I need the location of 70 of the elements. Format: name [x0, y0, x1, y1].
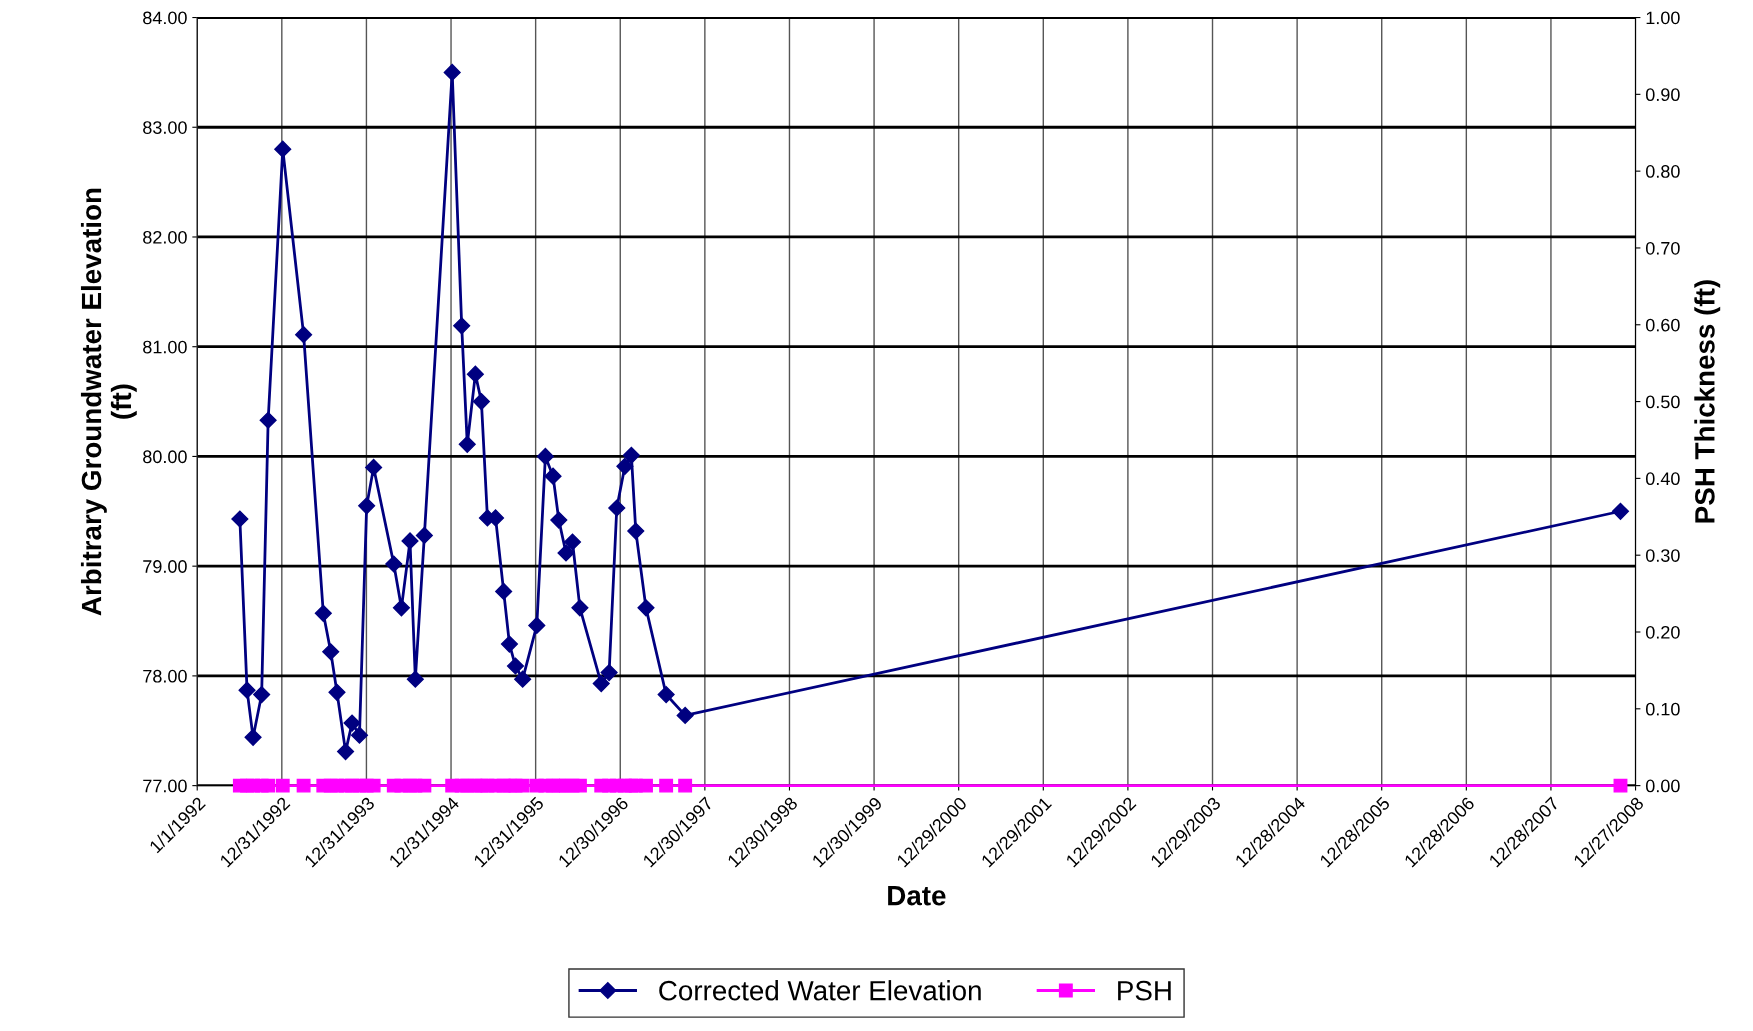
point	[600, 664, 618, 682]
point	[500, 635, 519, 653]
y2-tick-label: 0.10	[1645, 702, 1680, 716]
point	[550, 511, 568, 529]
y-tick-label: 84.00	[143, 11, 187, 25]
point	[337, 743, 355, 761]
y2-tick-label: 0.60	[1645, 318, 1680, 332]
point	[616, 457, 634, 475]
point	[295, 326, 313, 344]
y-tick-label: 82.00	[143, 230, 187, 244]
point	[453, 317, 471, 335]
legend-label: PSH	[1118, 980, 1171, 1001]
point	[608, 499, 626, 517]
y2-tick-label: 0.40	[1645, 472, 1680, 486]
y-tick-label: 81.00	[143, 340, 187, 354]
legend-label: Corrected Water Elevation	[659, 980, 981, 1001]
y2-tick-label: 0.30	[1645, 549, 1680, 562]
y2-tick-label: 0.70	[1645, 241, 1680, 255]
point	[495, 582, 513, 600]
point	[314, 604, 332, 622]
point	[472, 393, 490, 411]
point	[274, 140, 292, 158]
y2-tick-label: 0.00	[1645, 779, 1680, 793]
point	[557, 544, 575, 562]
point	[676, 706, 694, 724]
point	[231, 510, 249, 528]
point	[506, 657, 525, 675]
point	[458, 435, 476, 453]
y2-tick-label: 0.90	[1645, 88, 1680, 102]
y2-tick-label: 0.50	[1645, 395, 1680, 409]
point	[392, 599, 410, 617]
point	[365, 458, 383, 476]
point	[244, 728, 262, 746]
point	[401, 532, 419, 550]
point	[253, 685, 271, 704]
point	[328, 683, 346, 701]
y2-tick-label: 1.00	[1646, 11, 1680, 25]
point	[657, 685, 675, 704]
point	[536, 447, 554, 465]
y-axis-title: Arbitrary Groundwater Elevation (ft)	[80, 188, 137, 616]
point	[406, 670, 424, 688]
point	[1611, 502, 1630, 520]
point	[592, 675, 610, 693]
y2-tick-label: 0.80	[1645, 165, 1680, 178]
point	[358, 497, 376, 515]
point	[637, 599, 655, 617]
point	[343, 714, 361, 732]
point	[514, 670, 532, 688]
y-tick-label: 78.00	[143, 669, 187, 683]
y-tick-label: 79.00	[143, 560, 187, 573]
point	[466, 365, 484, 383]
point	[544, 467, 562, 485]
point	[350, 726, 369, 744]
point	[528, 616, 546, 634]
y-tick-label: 77.00	[143, 779, 187, 793]
point	[563, 533, 582, 551]
y-tick-label: 80.00	[143, 450, 187, 464]
point	[627, 522, 645, 540]
point	[322, 643, 340, 661]
point	[385, 555, 403, 573]
x-axis-title: Date	[888, 886, 946, 906]
point	[622, 446, 640, 464]
point	[238, 681, 256, 699]
y2-axis-title: PSH Thickness (ft)	[1694, 280, 1721, 523]
point	[443, 63, 461, 81]
y2-tick-label: 0.20	[1645, 625, 1680, 639]
y-tick-label: 83.00	[143, 121, 187, 134]
point	[415, 526, 433, 544]
point	[259, 411, 277, 429]
point	[571, 599, 589, 617]
